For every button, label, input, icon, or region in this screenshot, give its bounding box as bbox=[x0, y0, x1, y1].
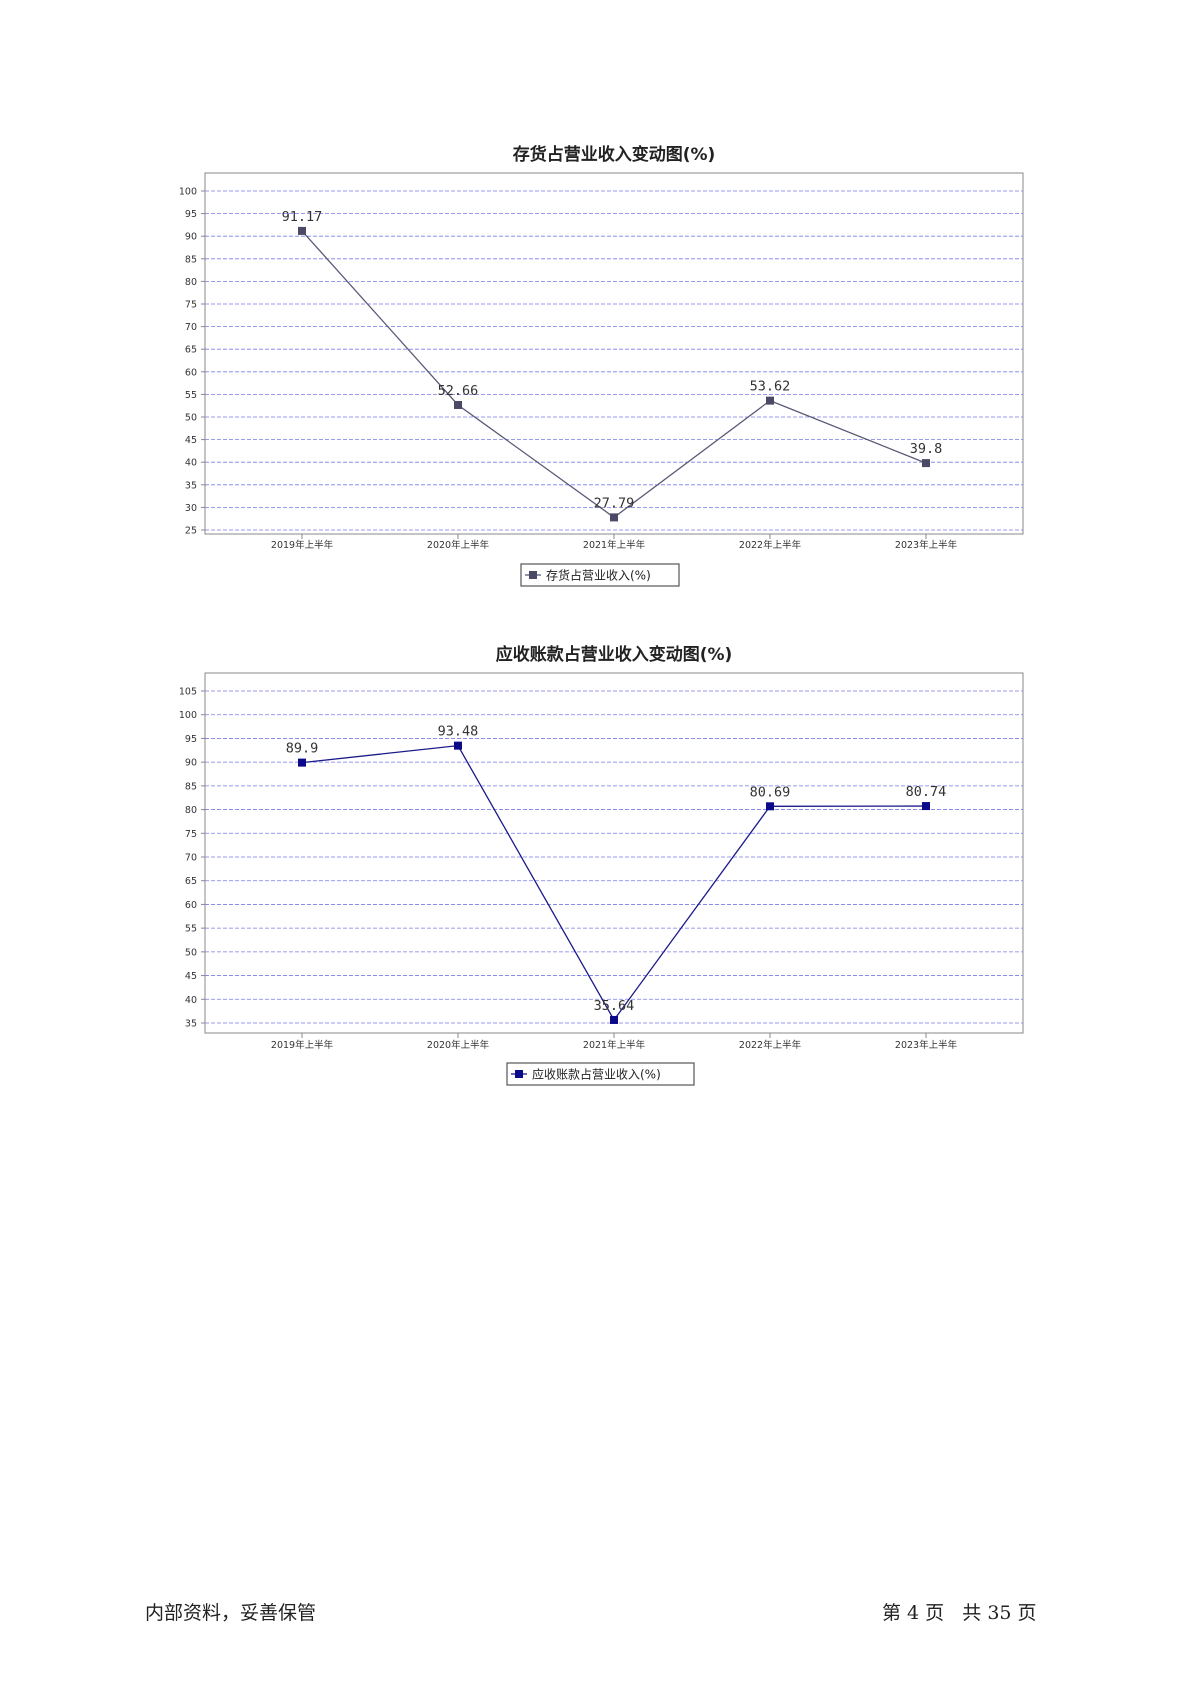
data-point bbox=[610, 513, 618, 522]
x-tick-label: 2023年上半年 bbox=[895, 1039, 958, 1051]
data-point bbox=[766, 396, 774, 405]
legend-label: 应收账款占营业收入(%) bbox=[532, 1067, 661, 1082]
data-label: 39.8 bbox=[910, 441, 943, 457]
y-tick-label: 85 bbox=[185, 781, 197, 792]
y-tick-label: 50 bbox=[185, 413, 197, 424]
y-tick-label: 95 bbox=[185, 734, 197, 745]
legend-box bbox=[520, 563, 680, 587]
x-tick-label: 2021年上半年 bbox=[583, 1039, 646, 1051]
x-tick-label: 2022年上半年 bbox=[739, 1039, 802, 1051]
x-tick-label: 2020年上半年 bbox=[427, 1039, 490, 1051]
data-point bbox=[922, 802, 930, 811]
data-point bbox=[610, 1015, 618, 1024]
y-tick-label: 100 bbox=[179, 710, 197, 721]
receivables-ratio-chart: 应收账款占营业收入变动图(%) 35 40 45 50 55 60 65 70 75 80 85 90 9… bbox=[179, 644, 1024, 1086]
y-tick-label: 40 bbox=[185, 995, 197, 1006]
legend-label: 存货占营业收入(%) bbox=[546, 568, 651, 583]
y-tick-label: 30 bbox=[185, 503, 197, 514]
x-tick-label: 2020年上半年 bbox=[427, 539, 490, 551]
y-tick-label: 50 bbox=[185, 947, 197, 958]
plot-frame bbox=[204, 172, 1024, 535]
data-label: 53.62 bbox=[750, 379, 791, 395]
data-label: 52.66 bbox=[438, 383, 479, 399]
y-tick-label: 45 bbox=[185, 435, 197, 446]
data-point bbox=[922, 459, 930, 468]
plot-frame bbox=[204, 672, 1024, 1034]
y-tick-label: 95 bbox=[185, 209, 197, 220]
y-tick-label: 40 bbox=[185, 458, 197, 469]
y-tick-label: 55 bbox=[185, 390, 197, 401]
x-tick-label: 2021年上半年 bbox=[583, 539, 646, 551]
chart-title: 存货占营业收入变动图(%) bbox=[513, 144, 716, 165]
legend-marker-swatch bbox=[529, 571, 537, 579]
inventory-ratio-chart: 存货占营业收入变动图(%) 25 30 35 40 45 50 55 60 65 70 75 80 85 9… bbox=[179, 144, 1024, 587]
y-tick-label: 75 bbox=[185, 829, 197, 840]
y-tick-label: 90 bbox=[185, 758, 197, 769]
y-tick-label: 80 bbox=[185, 277, 197, 288]
x-tick-label: 2019年上半年 bbox=[271, 539, 334, 551]
footer-page-number: 第 4 页 共 35 页 bbox=[882, 1602, 1037, 1624]
data-label: 89.9 bbox=[286, 741, 319, 757]
data-label: 35.64 bbox=[594, 998, 635, 1014]
x-tick-label: 2022年上半年 bbox=[739, 539, 802, 551]
y-tick-label: 65 bbox=[185, 876, 197, 887]
y-tick-label: 70 bbox=[185, 322, 197, 333]
y-tick-label: 80 bbox=[185, 805, 197, 816]
y-tick-label: 35 bbox=[185, 480, 197, 491]
y-tick-label: 90 bbox=[185, 232, 197, 243]
footer-confidential-note: 内部资料，妥善保管 bbox=[145, 1602, 317, 1624]
data-point bbox=[298, 226, 306, 235]
data-point bbox=[298, 758, 306, 767]
y-tick-label: 25 bbox=[185, 526, 197, 537]
y-tick-label: 55 bbox=[185, 924, 197, 935]
chart-title: 应收账款占营业收入变动图(%) bbox=[496, 644, 733, 665]
data-point bbox=[766, 802, 774, 811]
y-tick-label: 60 bbox=[185, 900, 197, 911]
data-label: 80.74 bbox=[906, 784, 947, 800]
y-tick-label: 105 bbox=[179, 687, 197, 698]
y-tick-label: 65 bbox=[185, 345, 197, 356]
data-label: 91.17 bbox=[282, 209, 323, 225]
data-label: 80.69 bbox=[750, 784, 791, 800]
y-tick-label: 60 bbox=[185, 367, 197, 378]
y-tick-label: 35 bbox=[185, 1019, 197, 1030]
x-tick-label: 2023年上半年 bbox=[895, 539, 958, 551]
data-point bbox=[454, 741, 462, 750]
data-point bbox=[454, 400, 462, 409]
data-label: 27.79 bbox=[594, 495, 635, 511]
legend-box bbox=[506, 1062, 695, 1086]
x-tick-label: 2019年上半年 bbox=[271, 1039, 334, 1051]
y-tick-label: 70 bbox=[185, 853, 197, 864]
legend-marker-swatch bbox=[515, 1070, 523, 1078]
y-tick-label: 45 bbox=[185, 971, 197, 982]
y-tick-label: 100 bbox=[179, 187, 197, 198]
y-tick-label: 75 bbox=[185, 300, 197, 311]
y-tick-label: 85 bbox=[185, 254, 197, 265]
data-label: 93.48 bbox=[438, 724, 479, 740]
